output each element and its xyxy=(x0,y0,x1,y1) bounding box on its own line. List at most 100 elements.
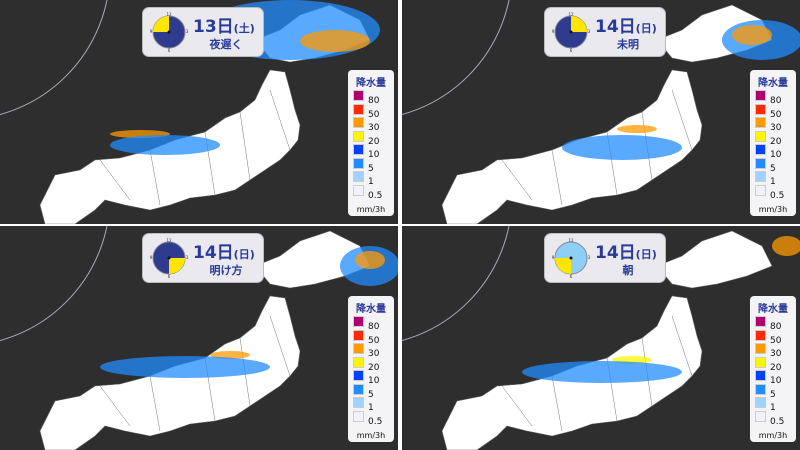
time-of-day: 明け方 xyxy=(209,264,243,277)
svg-text:9: 9 xyxy=(150,29,153,34)
map-panel-4: 12 3 6 9 14日(日) 朝 降水量 80 50 30 20 10 5 1… xyxy=(402,226,800,450)
legend-swatch xyxy=(353,383,364,395)
legend-value: 50 xyxy=(770,335,782,346)
legend-value: 5 xyxy=(770,389,776,400)
date-label: 14日(日) xyxy=(595,238,657,263)
svg-text:12: 12 xyxy=(568,238,574,243)
svg-text:3: 3 xyxy=(186,29,189,34)
legend-value: 5 xyxy=(368,163,374,174)
svg-text:6: 6 xyxy=(570,48,573,52)
map-canvas xyxy=(0,226,398,450)
legend-swatch xyxy=(755,171,766,182)
clock-icon: 12 3 6 9 xyxy=(150,238,189,278)
precipitation-legend: 降水量 80 50 30 20 10 5 1 0.5 mm/3h xyxy=(348,296,394,442)
legend-swatch xyxy=(353,370,364,381)
legend-value: 20 xyxy=(368,136,380,147)
legend-value: 30 xyxy=(770,123,782,133)
legend-value: 80 xyxy=(770,96,782,106)
range-arc xyxy=(0,0,108,116)
legend-swatch xyxy=(353,356,364,368)
range-arc xyxy=(402,226,510,342)
legend-item: 5 xyxy=(348,383,394,400)
legend-swatch xyxy=(755,383,766,395)
legend-item: 1 xyxy=(348,396,394,413)
precipitation-area xyxy=(110,135,220,155)
precipitation-area xyxy=(732,25,772,45)
date-label: 14日(日) xyxy=(595,12,657,37)
legend-swatch xyxy=(755,103,766,115)
time-label-box: 12 3 6 9 14日(日) 未明 xyxy=(545,8,665,56)
legend-swatch xyxy=(353,184,364,196)
date-day: 14日 xyxy=(193,243,234,263)
svg-text:9: 9 xyxy=(552,255,555,260)
legend-value: 80 xyxy=(368,322,380,332)
weekday: (日) xyxy=(635,22,657,35)
legend-swatch xyxy=(755,343,766,354)
time-of-day: 未明 xyxy=(617,38,639,51)
legend-value: 20 xyxy=(770,136,782,147)
legend-value: 0.5 xyxy=(770,416,785,427)
time-range-fill xyxy=(153,16,169,32)
date-label: 13日(土) xyxy=(193,12,255,37)
legend-value: 1 xyxy=(770,177,776,187)
precipitation-area xyxy=(355,251,385,269)
legend-value: 10 xyxy=(770,376,782,386)
legend-item: 0.5 xyxy=(750,410,796,427)
legend-unit: mm/3h xyxy=(356,431,386,440)
legend-swatch xyxy=(755,329,766,341)
legend-item: 50 xyxy=(348,103,394,120)
clock-icon: 12 3 6 9 xyxy=(552,238,591,278)
svg-text:9: 9 xyxy=(552,29,555,34)
legend-item: 20 xyxy=(750,130,796,147)
legend-item: 5 xyxy=(348,157,394,174)
svg-text:6: 6 xyxy=(570,274,573,278)
svg-text:12: 12 xyxy=(166,238,172,243)
legend-swatch xyxy=(353,329,364,341)
legend-swatch xyxy=(755,117,766,128)
precipitation-area xyxy=(772,236,800,256)
legend-item: 30 xyxy=(750,116,796,133)
map-panel-1: 12 3 6 9 13日(土) 夜遅く 降水量 80 50 30 20 10 5… xyxy=(0,0,398,224)
legend-value: 10 xyxy=(368,376,380,386)
svg-text:3: 3 xyxy=(588,29,591,34)
legend-item: 10 xyxy=(750,143,796,160)
date-day: 14日 xyxy=(595,17,636,37)
legend-item: 10 xyxy=(750,369,796,386)
legend-swatch xyxy=(353,157,364,169)
legend-title: 降水量 xyxy=(356,304,386,315)
time-range-fill xyxy=(571,16,587,32)
legend-swatch xyxy=(755,90,766,101)
clock-icon: 12 3 6 9 xyxy=(552,12,591,52)
legend-swatch xyxy=(353,410,364,422)
weekday: (日) xyxy=(233,248,255,261)
legend-item: 10 xyxy=(348,143,394,160)
legend-unit: mm/3h xyxy=(758,431,788,440)
legend-swatch xyxy=(755,184,766,196)
legend-item: 0.5 xyxy=(750,184,796,201)
time-of-day: 夜遅く xyxy=(209,38,243,51)
legend-value: 0.5 xyxy=(368,190,383,201)
legend-unit: mm/3h xyxy=(356,205,386,214)
precipitation-area xyxy=(100,356,270,378)
legend-item: 20 xyxy=(348,356,394,373)
map-canvas xyxy=(402,226,800,450)
legend-item: 30 xyxy=(750,342,796,359)
legend-swatch xyxy=(353,117,364,128)
time-label-box: 12 3 6 9 14日(日) 朝 xyxy=(545,234,665,282)
legend-item: 20 xyxy=(750,356,796,373)
legend-value: 30 xyxy=(770,349,782,359)
legend-value: 1 xyxy=(770,403,776,413)
time-label-box: 12 3 6 9 14日(日) 明け方 xyxy=(143,234,263,282)
legend-value: 50 xyxy=(368,109,380,120)
legend-swatch xyxy=(755,157,766,169)
legend-value: 50 xyxy=(770,109,782,120)
legend-value: 1 xyxy=(368,177,374,187)
weekday: (日) xyxy=(635,248,657,261)
legend-swatch xyxy=(755,130,766,142)
legend-item: 5 xyxy=(750,157,796,174)
legend-swatch xyxy=(755,410,766,422)
svg-text:3: 3 xyxy=(186,255,189,260)
legend-value: 20 xyxy=(770,362,782,373)
legend-item: 80 xyxy=(750,89,796,106)
legend-value: 80 xyxy=(770,322,782,332)
